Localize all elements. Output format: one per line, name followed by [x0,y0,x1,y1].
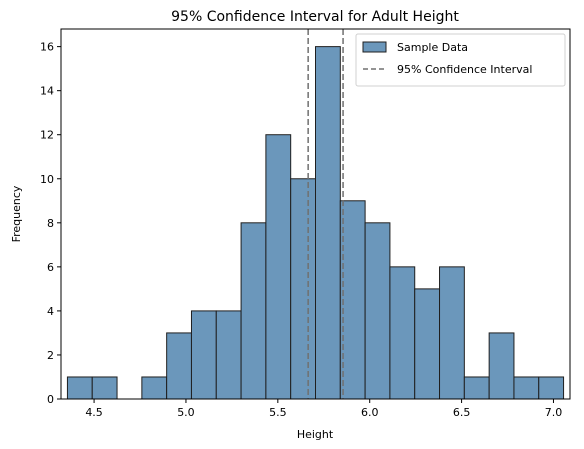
x-tick-label: 5.5 [269,406,287,419]
x-tick-label: 6.0 [361,406,379,419]
x-tick-label: 6.5 [453,406,471,419]
legend: Sample Data 95% Confidence Interval [355,33,566,87]
histogram-bar-19 [538,376,565,400]
y-tick-label: 10 [40,173,54,186]
histogram-bar-11 [339,200,366,400]
plot-area-frame [60,28,571,400]
y-axis-label: Frequency [10,185,23,242]
legend-swatch-sample-data [362,41,387,53]
y-axis-ticks: 0 2 4 6 8 10 12 14 16 [40,41,61,406]
x-axis-label: Height [297,428,334,441]
y-tick-label: 14 [40,85,54,98]
chart-title: 95% Confidence Interval for Adult Height [171,9,459,25]
legend-label-confidence-interval: 95% Confidence Interval [397,63,532,76]
y-tick-label: 2 [47,349,54,362]
y-tick-label: 6 [47,261,54,274]
histogram-bar-14 [414,288,441,400]
y-tick-label: 4 [47,305,54,318]
x-tick-label: 4.5 [85,406,103,419]
y-tick-label: 0 [47,393,54,406]
y-tick-label: 8 [47,217,54,230]
y-tick-label: 12 [40,129,54,142]
histogram-bar-17 [488,332,515,400]
histogram-bar-16 [463,376,490,400]
histogram-bar-12 [364,222,391,400]
histogram-bar-9 [290,178,317,400]
x-tick-label: 5.0 [177,406,195,419]
confidence-interval-lines [307,29,344,399]
histogram-bar-4 [166,332,192,400]
legend-box [355,33,566,87]
histogram-bar-13 [389,266,416,400]
histogram-bar-18 [513,376,540,400]
legend-label-sample-data: Sample Data [397,41,468,54]
histogram-bar-15 [439,266,465,400]
y-tick-label: 16 [40,41,54,54]
histogram-bar-5 [190,310,217,400]
histogram-bar-3 [141,376,168,400]
histogram-bar-1 [91,376,118,400]
histogram-bar-6 [215,310,242,400]
histogram-bar-8 [265,134,292,400]
x-tick-label: 7.0 [545,406,563,419]
histogram-bars [66,46,565,400]
x-axis-ticks: 4.5 5.0 5.5 6.0 6.5 7.0 [85,399,562,419]
histogram-bar-10 [315,46,341,400]
histogram-bar-0 [66,376,93,400]
histogram-bar-7 [240,222,267,400]
